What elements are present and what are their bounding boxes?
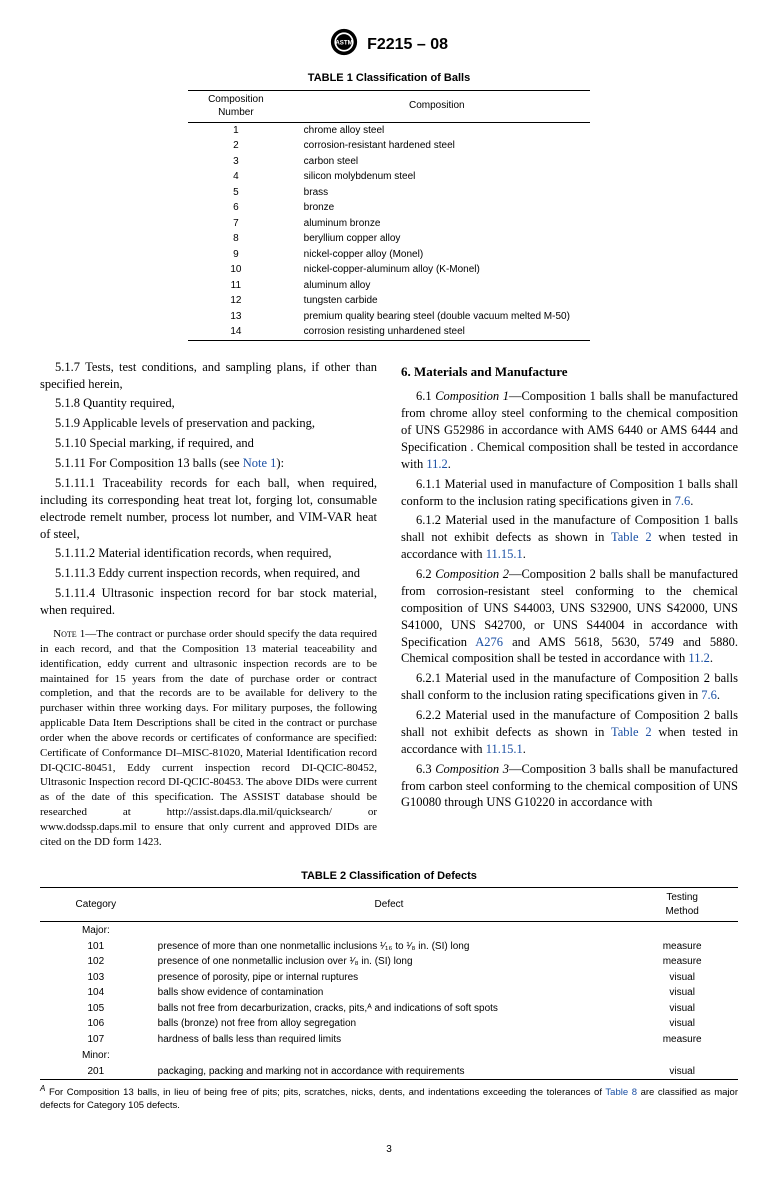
link-table2-b[interactable]: Table 2 (611, 725, 652, 739)
page-header: ASTM F2215 – 08 (40, 28, 738, 61)
table-row: 201packaging, packing and marking not in… (40, 1064, 738, 1080)
table1-title: TABLE 1 Classification of Balls (40, 71, 738, 86)
table2-footnote: A For Composition 13 balls, in lieu of b… (40, 1084, 738, 1113)
table1-head-left: Composition Number (188, 90, 284, 122)
para-5-1-11-3: 5.1.11.3 Eddy current inspection records… (40, 565, 377, 582)
link-7-6-b[interactable]: 7.6 (701, 688, 717, 702)
table-row: 9nickel-copper alloy (Monel) (188, 247, 590, 263)
link-table8[interactable]: Table 8 (605, 1088, 637, 1099)
table-row: Minor: (40, 1047, 738, 1064)
table-row: 104balls show evidence of contaminationv… (40, 985, 738, 1001)
para-6-1: 6.1 Composition 1—Composition 1 balls sh… (401, 388, 738, 472)
table1: Composition Number Composition 1chrome a… (188, 90, 590, 341)
link-11-2[interactable]: 11.2 (426, 457, 447, 471)
para-6-1-2: 6.1.2 Material used in the manufacture o… (401, 512, 738, 563)
section-6-heading: 6. Materials and Manufacture (401, 363, 738, 381)
para-5-1-9: 5.1.9 Applicable levels of preservation … (40, 415, 377, 432)
table-row: 102presence of one nonmetallic inclusion… (40, 954, 738, 970)
para-5-1-8: 5.1.8 Quantity required, (40, 395, 377, 412)
table-row: 106balls (bronze) not free from alloy se… (40, 1016, 738, 1032)
table-row: 107hardness of balls less than required … (40, 1032, 738, 1048)
para-6-2-1: 6.2.1 Material used in the manufacture o… (401, 670, 738, 704)
para-5-1-11-4: 5.1.11.4 Ultrasonic inspection record fo… (40, 585, 377, 619)
table2-title: TABLE 2 Classification of Defects (40, 869, 738, 884)
table-row: 7aluminum bronze (188, 216, 590, 232)
table-row: 11aluminum alloy (188, 278, 590, 294)
table-row: 6bronze (188, 200, 590, 216)
table-row: 4silicon molybdenum steel (188, 169, 590, 185)
para-6-1-1: 6.1.1 Material used in manufacture of Co… (401, 476, 738, 510)
left-column: 5.1.7 Tests, test conditions, and sampli… (40, 359, 377, 853)
note-1: Note 1—The contract or purchase order sh… (40, 627, 377, 850)
table2-head-method: Testing Method (626, 888, 738, 922)
table-row: 1chrome alloy steel (188, 122, 590, 138)
table-row: 101presence of more than one nonmetallic… (40, 939, 738, 955)
right-column: 6. Materials and Manufacture 6.1 Composi… (401, 359, 738, 853)
para-5-1-7: 5.1.7 Tests, test conditions, and sampli… (40, 359, 377, 393)
link-7-6[interactable]: 7.6 (675, 494, 691, 508)
para-5-1-11: 5.1.11 For Composition 13 balls (see Not… (40, 455, 377, 472)
table-row: 3carbon steel (188, 154, 590, 170)
para-6-2-2: 6.2.2 Material used in the manufacture o… (401, 707, 738, 758)
table-row: 105balls not free from decarburization, … (40, 1001, 738, 1017)
link-table2[interactable]: Table 2 (611, 530, 652, 544)
para-6-2: 6.2 Composition 2—Composition 2 balls sh… (401, 566, 738, 667)
table2: Category Defect Testing Method Major:101… (40, 887, 738, 1080)
table-row: 12tungsten carbide (188, 293, 590, 309)
table-row: 103presence of porosity, pipe or interna… (40, 970, 738, 986)
table-row: 10nickel-copper-aluminum alloy (K-Monel) (188, 262, 590, 278)
table2-head-category: Category (40, 888, 152, 922)
table-row: 2corrosion-resistant hardened steel (188, 138, 590, 154)
link-11-15-1[interactable]: 11.15.1 (486, 547, 523, 561)
link-a276[interactable]: A276 (475, 635, 503, 649)
table-row: 5brass (188, 185, 590, 201)
table-row: 13premium quality bearing steel (double … (188, 309, 590, 325)
astm-logo-icon: ASTM (330, 28, 358, 61)
note1-link[interactable]: Note 1 (243, 456, 277, 470)
table1-head-right: Composition (284, 90, 590, 122)
link-11-15-1-b[interactable]: 11.15.1 (486, 742, 523, 756)
table-row: 14corrosion resisting unhardened steel (188, 324, 590, 340)
page-number: 3 (40, 1143, 738, 1157)
document-number: F2215 – 08 (367, 34, 448, 56)
para-5-1-11-1: 5.1.11.1 Traceability records for each b… (40, 475, 377, 543)
svg-text:ASTM: ASTM (335, 40, 352, 47)
table2-head-defect: Defect (152, 888, 627, 922)
para-6-3: 6.3 Composition 3—Composition 3 balls sh… (401, 761, 738, 812)
para-5-1-10: 5.1.10 Special marking, if required, and (40, 435, 377, 452)
para-5-1-11-2: 5.1.11.2 Material identification records… (40, 545, 377, 562)
table-row: Major: (40, 922, 738, 939)
table-row: 8beryllium copper alloy (188, 231, 590, 247)
link-11-2-b[interactable]: 11.2 (688, 651, 709, 665)
